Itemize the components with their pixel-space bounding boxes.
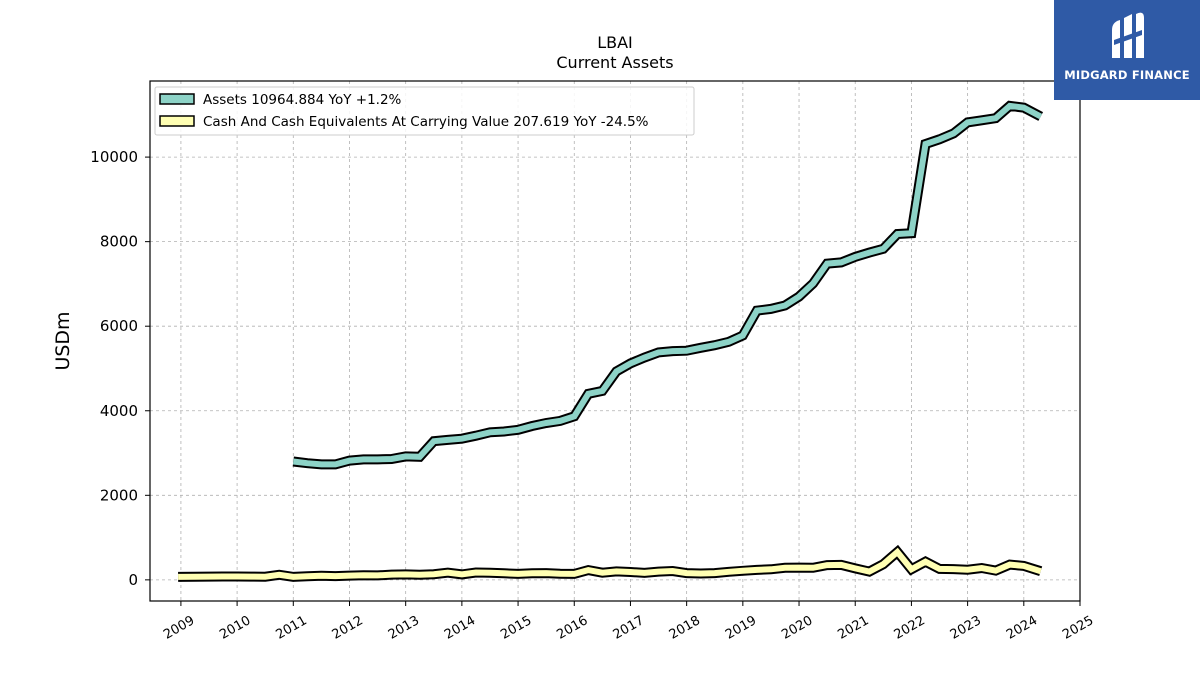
x-tick-label: 2022 bbox=[892, 613, 928, 643]
y-tick-label: 8000 bbox=[100, 233, 138, 251]
x-tick-label: 2017 bbox=[611, 613, 647, 643]
legend-label-cash: Cash And Cash Equivalents At Carrying Va… bbox=[203, 114, 649, 130]
legend-box bbox=[154, 86, 695, 136]
x-tick-label: 2009 bbox=[161, 613, 197, 643]
legend-swatch-cash bbox=[159, 115, 195, 127]
grid bbox=[150, 81, 1081, 601]
x-tick-label: 2016 bbox=[554, 613, 590, 643]
chart-subtitle: Current Assets bbox=[556, 53, 673, 72]
chart-title: LBAI bbox=[597, 33, 633, 52]
logo-text: MIDGARD FINANCE bbox=[1064, 68, 1190, 82]
logo-mark-icon bbox=[1112, 12, 1144, 58]
y-tick-label: 0 bbox=[128, 571, 138, 589]
x-tick-label: 2010 bbox=[217, 613, 253, 643]
series-layer bbox=[178, 100, 1044, 582]
legend-label-assets: Assets 10964.884 YoY +1.2% bbox=[203, 92, 402, 108]
x-tick-label: 2012 bbox=[330, 613, 366, 643]
y-tick-label: 4000 bbox=[100, 402, 138, 420]
midgard-finance-logo: MIDGARD FINANCE bbox=[1054, 0, 1200, 100]
y-tick-label: 2000 bbox=[100, 486, 138, 504]
x-tick-label: 2014 bbox=[442, 613, 478, 643]
x-tick-label: 2019 bbox=[723, 613, 759, 643]
legend: Assets 10964.884 YoY +1.2% Cash And Cash… bbox=[154, 86, 695, 136]
series-line-assets bbox=[292, 102, 1043, 468]
series-line-cash bbox=[178, 547, 1042, 580]
y-tick-label: 6000 bbox=[100, 317, 138, 335]
x-tick-label: 2021 bbox=[835, 613, 871, 643]
x-tick-label: 2020 bbox=[779, 613, 815, 643]
y-tick-label: 10000 bbox=[90, 148, 138, 166]
x-tick-label: 2015 bbox=[498, 613, 534, 643]
x-tick-label: 2024 bbox=[1004, 613, 1040, 643]
x-tick-label: 2011 bbox=[273, 613, 309, 643]
x-tick-label: 2025 bbox=[1060, 613, 1096, 643]
plot-frame bbox=[149, 80, 1081, 602]
x-tick-label: 2018 bbox=[667, 613, 703, 643]
y-axis-label: USDm bbox=[52, 311, 74, 370]
legend-swatch-assets bbox=[159, 93, 195, 105]
x-tick-label: 2013 bbox=[386, 613, 422, 643]
x-tick-label: 2023 bbox=[948, 613, 984, 643]
